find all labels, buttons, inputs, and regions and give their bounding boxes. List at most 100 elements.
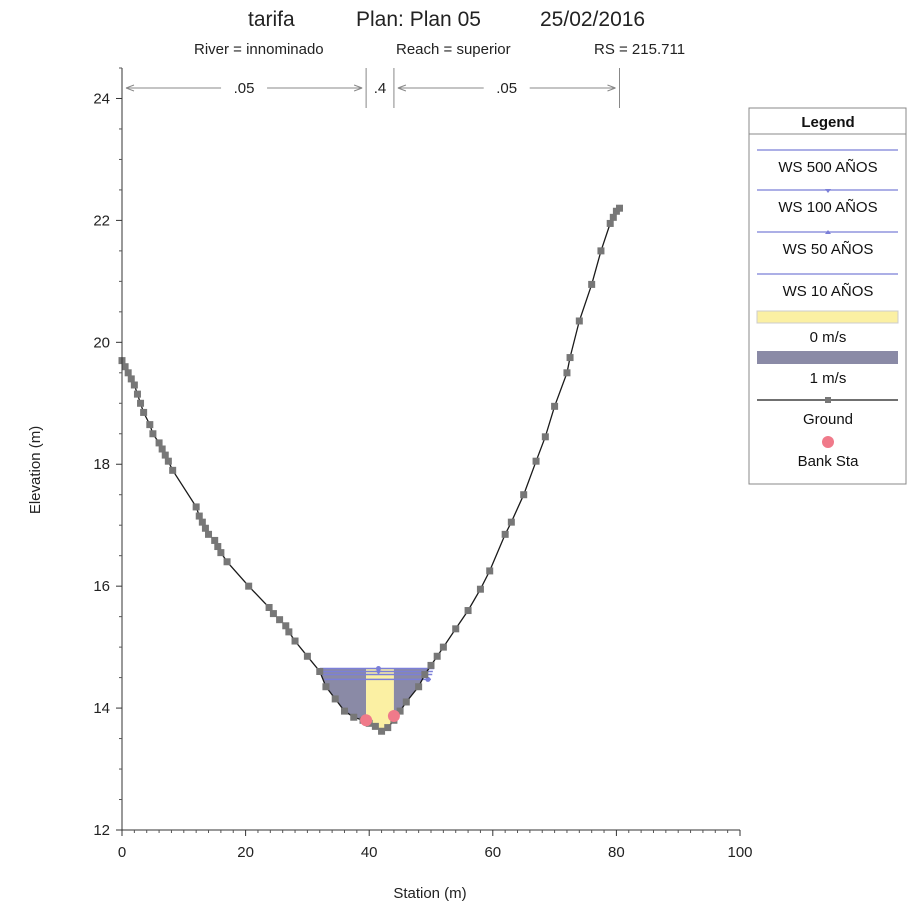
ground-point (158, 445, 166, 453)
ground-point (127, 375, 135, 383)
legend-bank-marker (822, 436, 834, 448)
ground-point (195, 512, 203, 520)
legend-box (748, 107, 907, 485)
bank-station-layer (360, 710, 400, 727)
velocity-fill-main-channel (366, 668, 394, 732)
ground-point (133, 390, 141, 398)
ground-point (285, 628, 293, 636)
ground-point (575, 317, 583, 325)
ground-point (384, 724, 392, 732)
ground-point (217, 549, 225, 557)
ground-point (615, 204, 623, 212)
ground-point (532, 457, 540, 465)
legend-swatch-slow (756, 310, 899, 324)
legend-label: WS 500 AÑOS (778, 159, 877, 176)
legend-ws-marker (825, 230, 831, 234)
water-surface-marker (425, 676, 431, 682)
legend-label: WS 100 AÑOS (778, 199, 877, 216)
ground-point (201, 524, 209, 532)
manning-arrow-head (607, 84, 616, 92)
ground-point (507, 518, 515, 526)
y-tick-label: 20 (93, 334, 110, 351)
velocity-fill-layer (319, 668, 435, 732)
ground-point (551, 402, 559, 410)
ground-point (303, 652, 311, 660)
y-tick-label: 16 (93, 578, 110, 595)
legend-ground-marker (825, 397, 831, 403)
manning-n-bar: .05 .4 .05 (121, 68, 620, 108)
ground-point (340, 707, 348, 715)
ground-point (606, 219, 614, 227)
y-tick-label: 18 (93, 456, 110, 473)
ground-point (198, 518, 206, 526)
ground-point (124, 369, 132, 377)
ground-point (245, 582, 253, 590)
ground-point (223, 558, 231, 566)
ground-point (161, 451, 169, 459)
water-surface-layer (319, 665, 435, 682)
manning-n-label: .4 (374, 80, 387, 97)
water-surface-marker (375, 665, 381, 671)
ground-point (588, 280, 596, 288)
chart-subtitle-rs: RS = 215.711 (594, 41, 685, 58)
legend-label: 1 m/s (810, 370, 847, 387)
ground-point (291, 637, 299, 645)
x-tick-label: 40 (361, 844, 378, 861)
ground-point (421, 671, 429, 679)
manning-n-label: .05 (234, 80, 255, 97)
ground-point (433, 652, 441, 660)
ground-point (121, 363, 129, 371)
legend-label: WS 50 AÑOS (783, 241, 874, 258)
bank-station-point (360, 714, 373, 727)
manning-arrow-head (353, 84, 363, 92)
manning-arrow-head (125, 84, 135, 92)
y-tick-label: 22 (93, 212, 110, 229)
legend-swatch-fast (757, 351, 898, 364)
tick-layer: 0 20 40 60 80 100 12 14 16 18 20 22 24 (93, 67, 753, 861)
ground-point (486, 567, 494, 575)
manning-n-label: .05 (496, 80, 517, 97)
ground-point (415, 683, 423, 691)
ground-layer (118, 204, 623, 735)
chart-title-date: 25/02/2016 (540, 8, 645, 31)
ground-point (331, 695, 339, 703)
ground-point (282, 622, 290, 630)
y-tick-label: 14 (93, 700, 110, 717)
ground-point (501, 530, 509, 538)
ground-point (149, 430, 157, 438)
manning-arrow-head (397, 84, 407, 92)
ground-point (476, 585, 484, 593)
legend-label: 0 m/s (810, 329, 847, 346)
ground-point (316, 668, 324, 676)
legend-label: WS 10 AÑOS (783, 283, 874, 300)
ground-point (402, 698, 410, 706)
legend: Legend WS 500 AÑOS WS 100 AÑOS WS 50 AÑOS W… (748, 107, 907, 485)
ground-line (121, 207, 620, 732)
ground-point (563, 369, 571, 377)
y-tick-label: 12 (93, 822, 110, 839)
ground-point (192, 503, 200, 511)
ground-point (371, 722, 379, 730)
bank-station-point (387, 710, 400, 723)
ground-point (597, 247, 605, 255)
y-tick-label: 24 (93, 90, 110, 107)
ground-point (269, 610, 277, 618)
legend-label: Ground (803, 411, 853, 428)
water-surface-marker (375, 670, 382, 675)
ground-point (541, 433, 549, 441)
ground-point (140, 408, 148, 416)
ground-point (396, 707, 404, 715)
ground-point (566, 354, 574, 362)
y-axis-label: Elevation (m) (27, 426, 44, 514)
ground-point (350, 713, 358, 721)
ground-point (169, 466, 177, 474)
ground-point (214, 543, 222, 551)
ground-point (155, 439, 163, 447)
x-tick-label: 100 (727, 844, 752, 861)
ground-point (265, 603, 273, 611)
ground-point (146, 421, 154, 429)
chart-subtitle-river: River = innominado (194, 41, 324, 58)
axes (121, 68, 740, 831)
ground-point (452, 625, 460, 633)
